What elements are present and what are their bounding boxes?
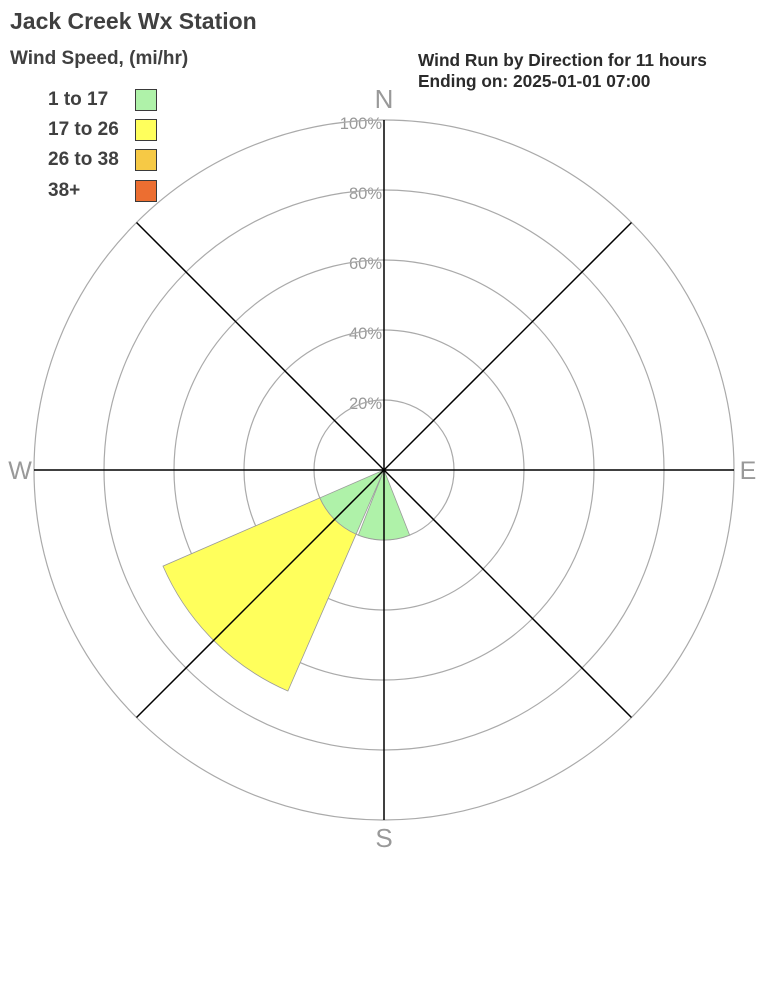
svg-text:100%: 100% — [340, 115, 383, 133]
svg-text:N: N — [375, 84, 394, 114]
svg-text:40%: 40% — [349, 325, 382, 343]
svg-text:W: W — [8, 457, 32, 485]
svg-text:80%: 80% — [349, 185, 382, 203]
svg-text:E: E — [740, 457, 757, 485]
svg-text:60%: 60% — [349, 255, 382, 273]
svg-text:S: S — [375, 823, 392, 853]
svg-text:20%: 20% — [349, 395, 382, 413]
